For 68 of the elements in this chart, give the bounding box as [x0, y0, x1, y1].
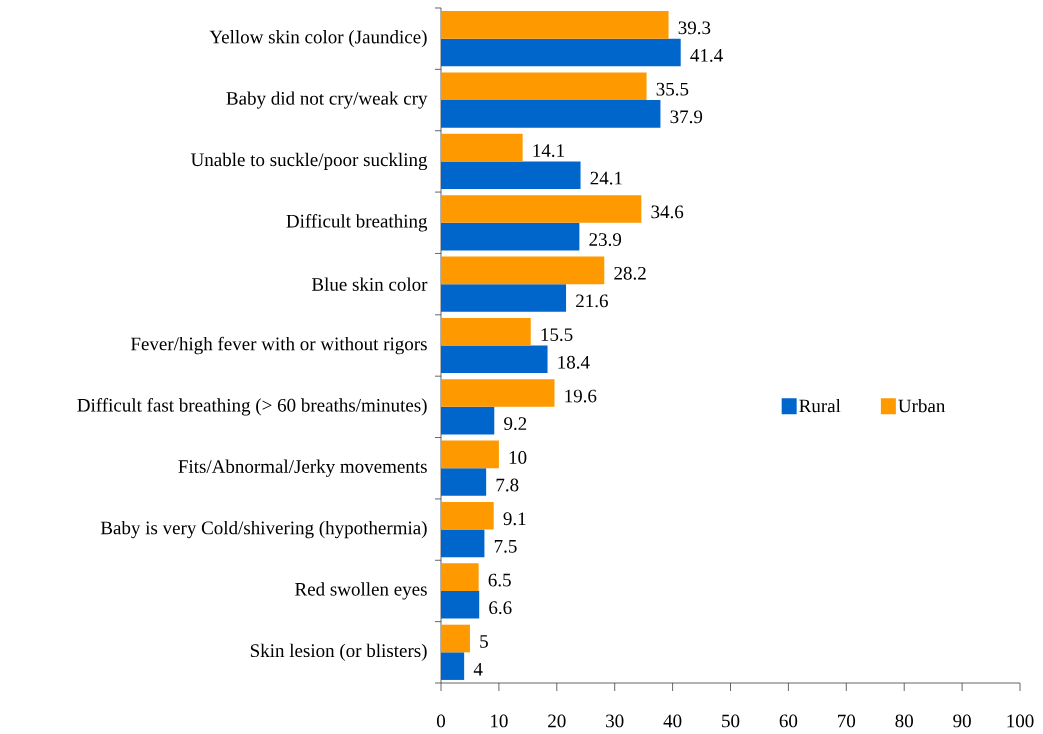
x-tick-label: 40: [663, 714, 682, 728]
data-label: 10: [509, 451, 527, 464]
y-tick-label: Baby did not cry/weak cry: [226, 91, 428, 109]
bar: [441, 256, 605, 285]
x-tick-label: 100: [1007, 714, 1034, 728]
x-tick-label: 20: [548, 714, 566, 728]
data-label: 4: [473, 662, 483, 676]
y-tick-label: Red swollen eyes: [295, 582, 427, 600]
bar: [441, 468, 487, 496]
data-label: 24.1: [590, 171, 622, 185]
x-tick-label: 90: [953, 714, 971, 728]
data-label: 9.2: [504, 417, 527, 431]
bar: [441, 406, 495, 435]
x-tick-label: 30: [606, 714, 624, 728]
data-label: 37.9: [670, 110, 703, 124]
x-tick-label: 0: [436, 714, 446, 728]
data-label: 9.1: [503, 512, 526, 526]
bar: [441, 317, 531, 346]
bar: [441, 440, 499, 469]
bar: [441, 529, 485, 558]
data-label: 7.5: [494, 540, 517, 553]
y-tick-label: Fever/high fever with or without rigors: [130, 336, 427, 355]
data-label: 5: [480, 635, 488, 648]
data-label: 41.4: [690, 49, 723, 62]
y-tick-label: Fits/Abnormal/Jerky movements: [178, 459, 427, 477]
bar: [441, 379, 555, 407]
data-label: 34.6: [651, 205, 684, 219]
y-tick-label: Yellow skin color (Jaundice): [209, 30, 427, 48]
bar: [441, 501, 494, 530]
x-tick-label: 80: [895, 714, 913, 728]
bar: [441, 11, 669, 39]
bar: [441, 345, 548, 374]
y-tick-label: Unable to suckle/poor suckling: [190, 152, 428, 171]
data-label: 39.3: [678, 21, 711, 35]
data-label: 15.5: [541, 328, 573, 342]
bar: [441, 563, 479, 591]
data-label: 14.1: [533, 144, 564, 157]
data-label: 19.6: [565, 389, 597, 403]
y-tick-label: Difficult fast breathing (> 60 breaths/minutes): [77, 398, 427, 416]
bar: [441, 222, 580, 251]
y-tick-label: Blue skin color: [311, 277, 428, 291]
bar: [441, 590, 480, 619]
y-tick-label: Difficult breathing: [286, 214, 428, 232]
bar: [441, 161, 581, 190]
bar: [441, 195, 642, 223]
bar: [441, 624, 470, 653]
bar: [441, 284, 567, 312]
x-tick-label: 70: [838, 714, 856, 728]
bar: [441, 38, 681, 67]
data-label: 18.4: [558, 355, 590, 369]
bar: [441, 100, 661, 128]
bar: [441, 652, 465, 680]
legend-label: Urban: [898, 398, 946, 413]
legend-label: Rural: [799, 398, 841, 413]
y-tick-label: Baby is very Cold/shivering (hypothermia): [100, 520, 427, 539]
data-label: 6.6: [489, 601, 512, 615]
x-tick-label: 60: [779, 714, 798, 728]
bar: [441, 133, 523, 162]
bar: [441, 72, 647, 101]
x-tick-label: 10: [491, 714, 508, 728]
data-label: 28.2: [614, 266, 646, 280]
data-label: 23.9: [589, 233, 622, 246]
data-label: 7.8: [496, 478, 519, 492]
y-tick-label: Skin lesion (or blisters): [250, 643, 427, 661]
data-label: 6.5: [488, 573, 511, 587]
x-tick-label: 50: [722, 714, 740, 728]
data-label: 21.6: [576, 294, 608, 308]
data-label: 35.5: [656, 82, 689, 96]
